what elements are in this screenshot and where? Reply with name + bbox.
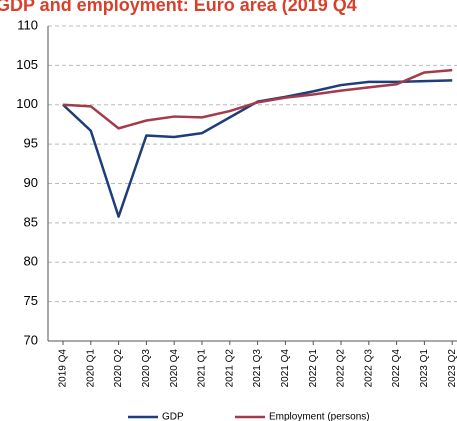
x-tick-label: 2022 Q4	[391, 349, 402, 388]
y-tick-label: 80	[24, 254, 38, 269]
x-tick-label: 2021 Q3	[252, 349, 263, 388]
y-tick-label: 100	[16, 96, 38, 111]
x-tick-label: 2020 Q1	[85, 349, 96, 388]
x-tick-label: 2020 Q3	[141, 349, 152, 388]
legend-label: Employment (persons)	[269, 412, 370, 421]
x-tick-label: 2020 Q4	[169, 349, 180, 388]
x-tick-label: 2023 Q2	[447, 349, 457, 388]
y-tick-label: 85	[24, 214, 38, 229]
x-tick-label: 2022 Q2	[336, 349, 347, 388]
y-tick-label: 75	[24, 293, 38, 308]
x-tick-label: 2021 Q2	[224, 349, 235, 388]
legend-label: GDP	[162, 412, 184, 421]
y-tick-label: 90	[24, 175, 38, 190]
x-tick-label: 2020 Q2	[113, 349, 124, 388]
line-series	[62, 79, 453, 218]
x-tick-label: 2021 Q4	[280, 349, 291, 388]
x-tick-label: 2023 Q1	[419, 349, 430, 388]
x-tick-label: 2021 Q1	[197, 349, 208, 388]
y-tick-label: 95	[24, 136, 38, 151]
chart-title: GDP and employment: Euro area (2019 Q4	[0, 0, 357, 15]
x-tick-label: 2019 Q4	[58, 349, 69, 388]
y-tick-label: 105	[16, 57, 38, 72]
x-tick-label: 2022 Q3	[363, 349, 374, 388]
line-series	[62, 68, 453, 130]
x-tick-label: 2022 Q1	[308, 349, 319, 388]
y-tick-label: 70	[24, 332, 38, 347]
y-tick-label: 110	[17, 17, 38, 32]
